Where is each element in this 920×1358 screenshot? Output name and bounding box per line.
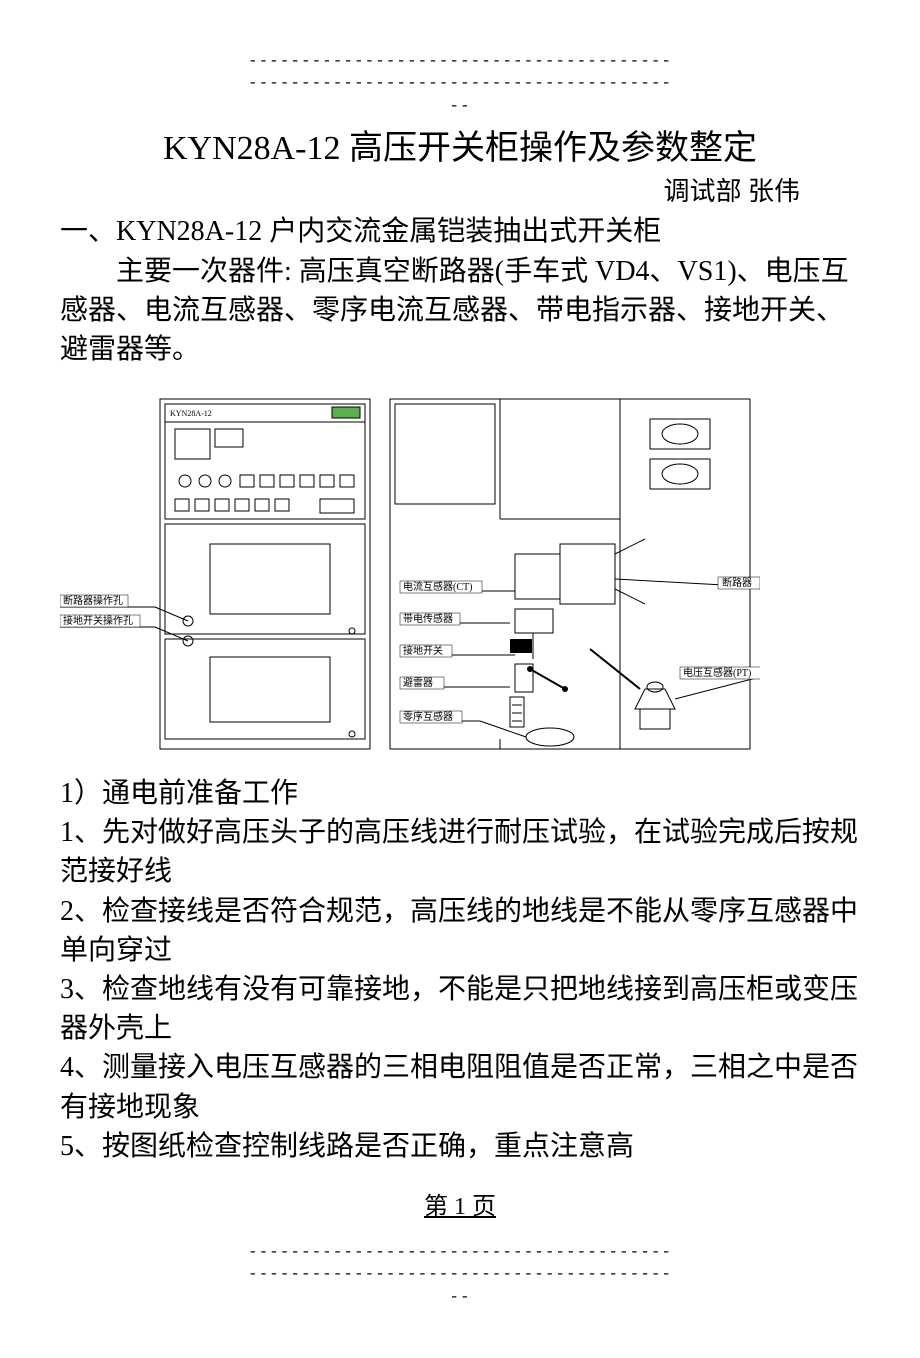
svg-text:断路器操作孔: 断路器操作孔 <box>63 594 123 607</box>
list-item: 4、测量接入电压互感器的三相电阻阻值是否正常，三相之中是否有接地现象 <box>60 1048 860 1126</box>
svg-text:KYN28A-12: KYN28A-12 <box>170 409 212 418</box>
sep-line: -- <box>60 1286 860 1308</box>
sep-line: -- <box>60 95 860 117</box>
svg-text:电压互感器(PT): 电压互感器(PT) <box>683 666 751 679</box>
sep-line: ---------------------------------------- <box>60 1263 860 1285</box>
sep-line: ---------------------------------------- <box>60 1241 860 1263</box>
list-item: 3、检查地线有没有可靠接地，不能是只把地线接到高压柜或变压器外壳上 <box>60 970 860 1048</box>
sep-line: ---------------------------------------- <box>60 72 860 94</box>
svg-text:带电传感器: 带电传感器 <box>403 612 453 625</box>
cabinet-diagram: KYN28A-12 <box>60 389 860 764</box>
section1-components: 主要一次器件: 高压真空断路器(手车式 VD4、VS1)、电压互感器、电流互感器… <box>60 252 860 370</box>
list-item: 5、按图纸检查控制线路是否正确，重点注意高 <box>60 1127 860 1166</box>
section2-heading: 1）通电前准备工作 <box>60 774 860 813</box>
svg-text:接地开关: 接地开关 <box>403 644 443 657</box>
bottom-separator: ----------------------------------------… <box>60 1241 860 1308</box>
section1-heading: 一、KYN28A-12 户内交流金属铠装抽出式开关柜 <box>60 212 860 251</box>
svg-text:断路器: 断路器 <box>722 576 752 589</box>
list-item: 2、检查接线是否符合规范，高压线的地线是不能从零序互感器中单向穿过 <box>60 892 860 970</box>
svg-text:接地开关操作孔: 接地开关操作孔 <box>63 614 133 627</box>
svg-text:电流互感器(CT): 电流互感器(CT) <box>403 580 472 593</box>
document-title: KYN28A-12 高压开关柜操作及参数整定 <box>60 127 860 171</box>
svg-text:零序互感器: 零序互感器 <box>403 710 453 723</box>
page-number: 第 1 页 <box>60 1186 860 1221</box>
list-item: 1、先对做好高压头子的高压线进行耐压试验，在试验完成后按规范接好线 <box>60 813 860 891</box>
svg-text:避雷器: 避雷器 <box>403 676 433 689</box>
top-separator: ----------------------------------------… <box>60 50 860 117</box>
byline: 调试部 张伟 <box>60 171 860 208</box>
sep-line: ---------------------------------------- <box>60 50 860 72</box>
